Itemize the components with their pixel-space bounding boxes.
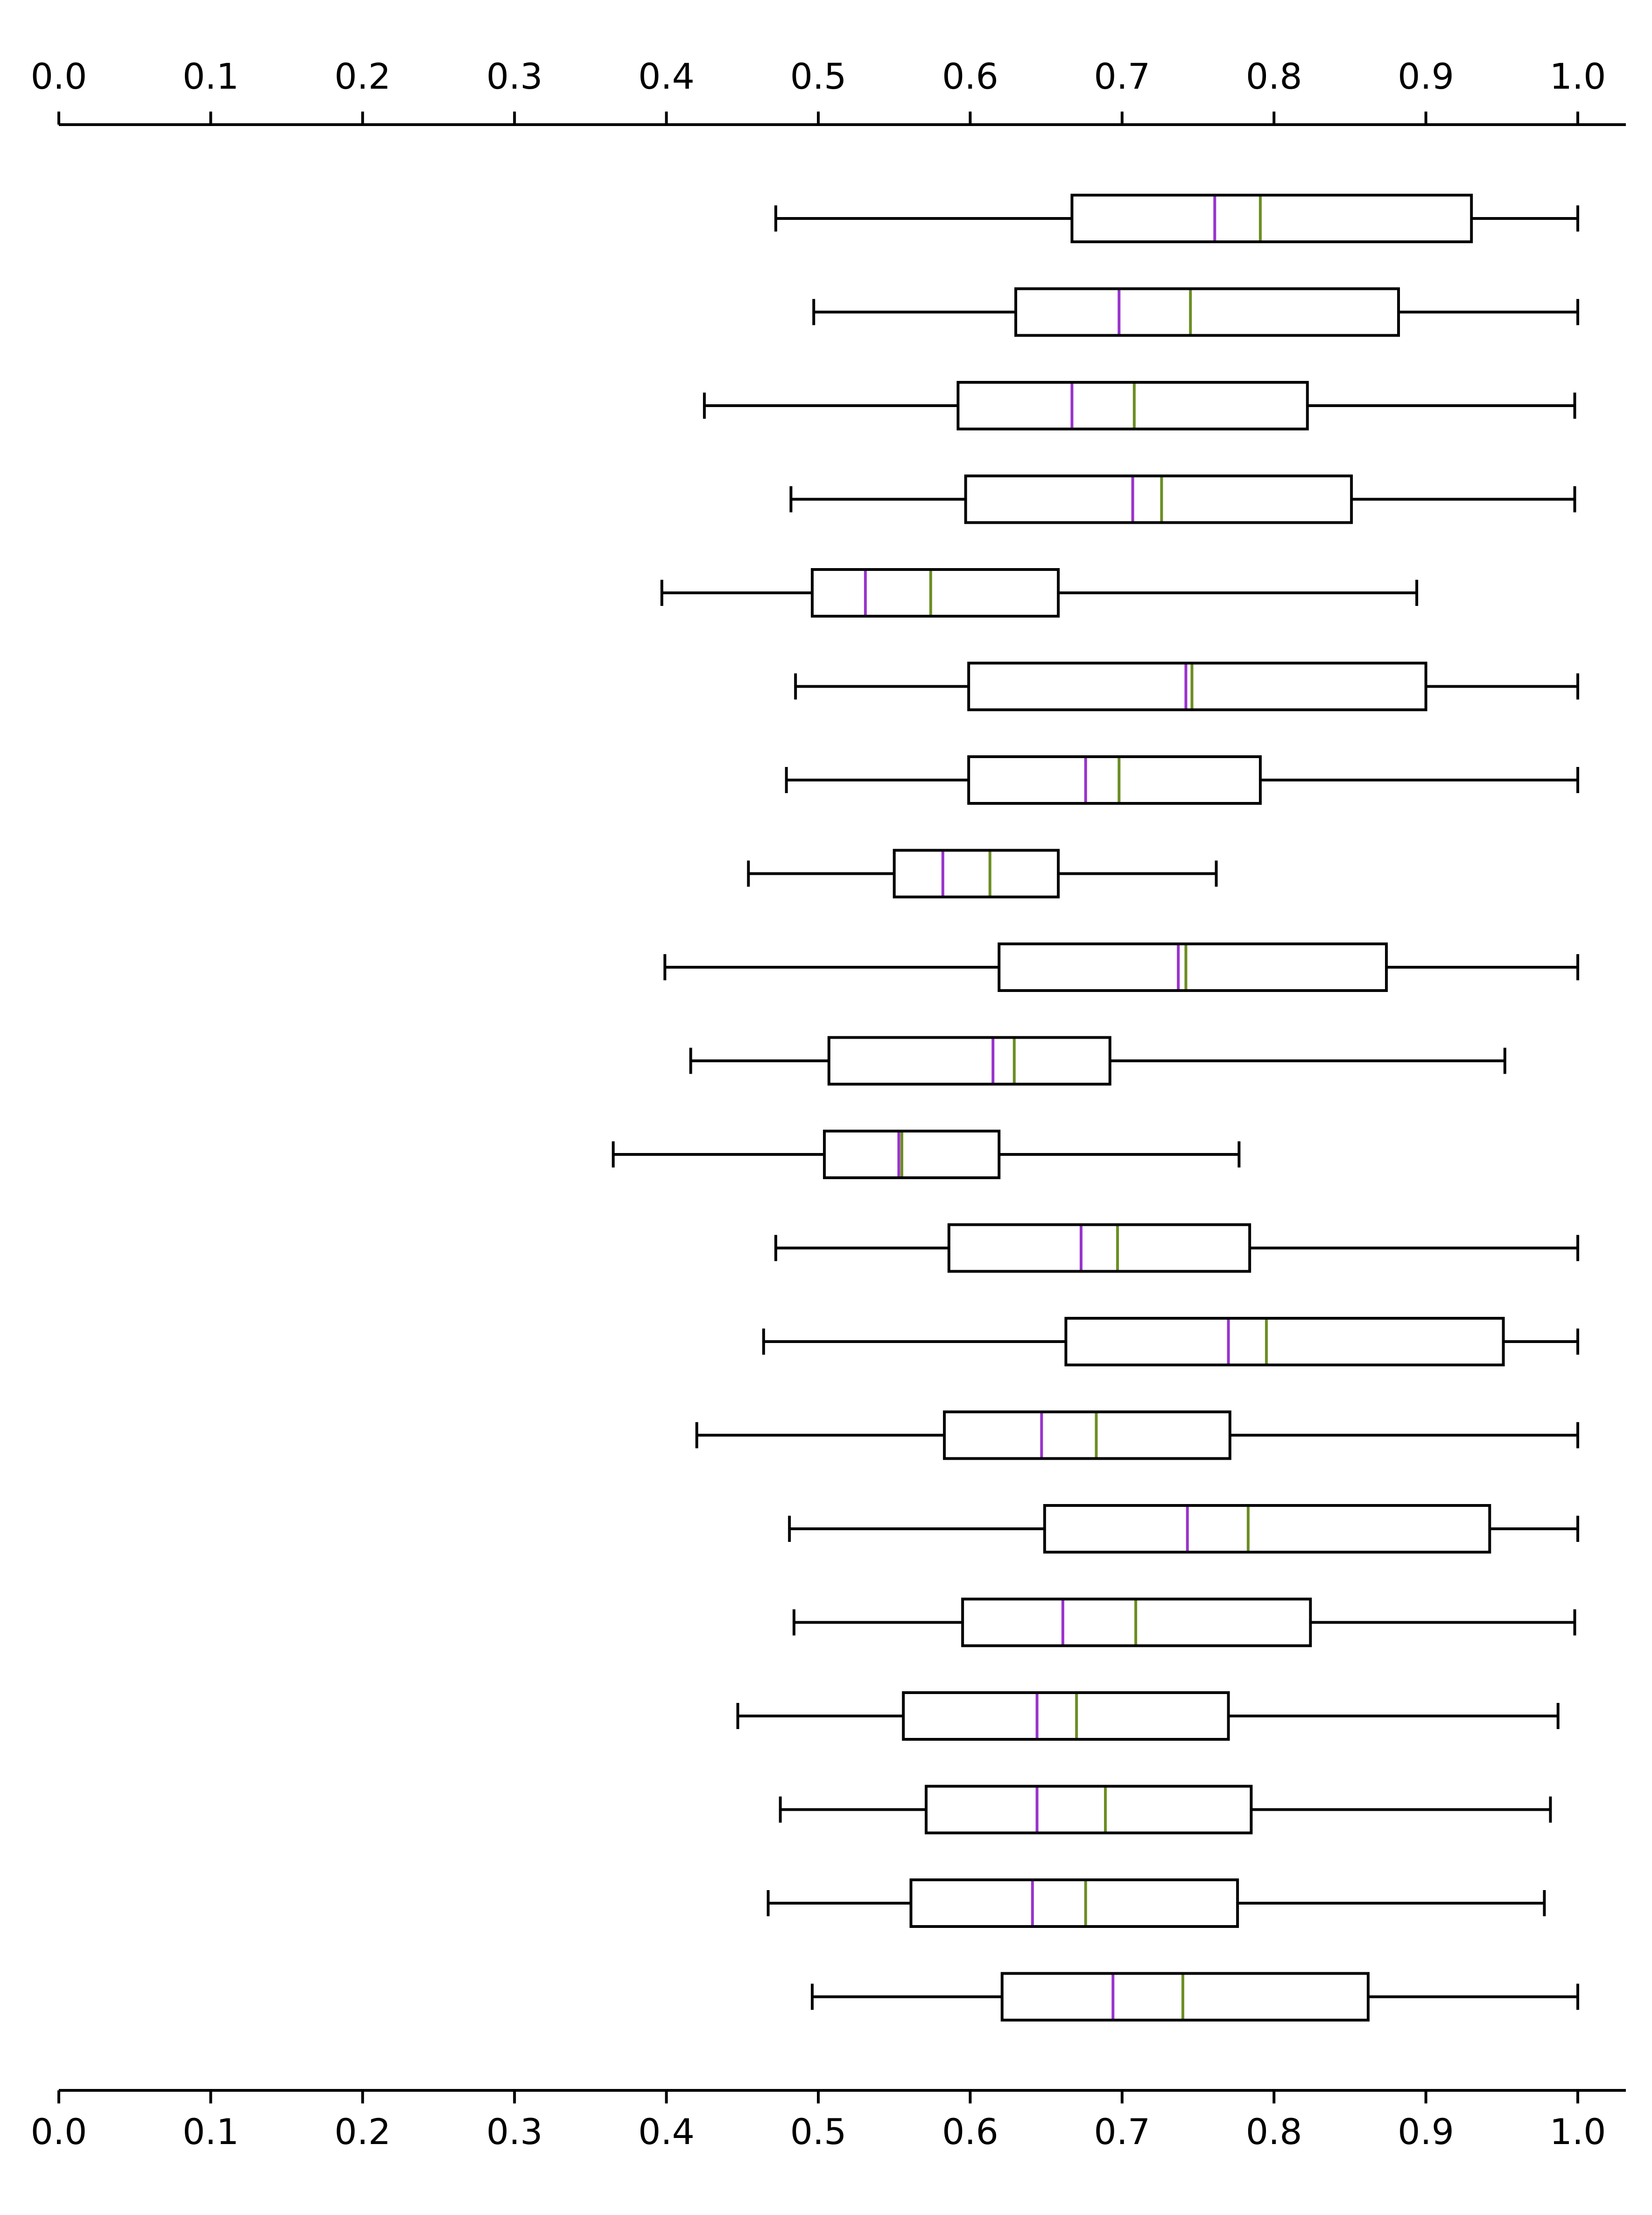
- bottom-tick-label: 0.4: [638, 2111, 695, 2152]
- top-tick-label: 0.7: [1094, 56, 1150, 97]
- iqr-box: [943, 1410, 1231, 1460]
- top-tick-label: 0.0: [31, 56, 87, 97]
- iqr-box: [1043, 1504, 1491, 1554]
- iqr-box: [893, 849, 1060, 899]
- bottom-tick-label: 1.0: [1550, 2111, 1606, 2152]
- box-row: [788, 1504, 1579, 1554]
- box-row: [747, 849, 1218, 899]
- bottom-tick-label: 0.5: [790, 2111, 847, 2152]
- box-row: [766, 1878, 1546, 1928]
- box-row: [703, 381, 1576, 430]
- top-tick-label: 0.8: [1246, 56, 1302, 97]
- top-tick-label: 0.4: [638, 56, 695, 97]
- top-tick-label: 1.0: [1550, 56, 1606, 97]
- box-row: [762, 1317, 1579, 1366]
- box-row: [779, 1785, 1552, 1835]
- iqr-box: [964, 474, 1353, 524]
- box-row: [736, 1691, 1560, 1741]
- iqr-box: [1014, 287, 1400, 337]
- box-row: [612, 1130, 1241, 1179]
- iqr-box: [1070, 194, 1473, 243]
- iqr-box: [1000, 1972, 1370, 2022]
- iqr-box: [947, 1223, 1251, 1273]
- top-tick-label: 0.2: [334, 56, 391, 97]
- top-tick-label: 0.9: [1398, 56, 1454, 97]
- box-row: [794, 661, 1579, 711]
- top-x-axis: 0.0 0.1 0.2 0.3 0.4 0.5 0.6 0.7 0.8 0.9 1.0: [31, 56, 1626, 126]
- box-row: [812, 287, 1579, 337]
- bottom-tick-label: 0.7: [1094, 2111, 1150, 2152]
- bottom-tick-label: 0.9: [1398, 2111, 1454, 2152]
- box-row: [789, 474, 1576, 524]
- top-tick-label: 0.5: [790, 56, 847, 97]
- box-row: [663, 942, 1579, 992]
- bottom-tick-label: 0.2: [334, 2111, 391, 2152]
- bottom-tick-label: 0.6: [942, 2111, 998, 2152]
- top-tick-label: 0.1: [183, 56, 239, 97]
- boxes-layer: [612, 194, 1579, 2022]
- iqr-box: [909, 1878, 1239, 1928]
- box-row: [660, 568, 1419, 618]
- box-row: [792, 1597, 1576, 1647]
- iqr-box: [1064, 1317, 1505, 1366]
- bottom-tick-label: 0.3: [486, 2111, 543, 2152]
- iqr-box: [998, 942, 1388, 992]
- top-tick-label: 0.3: [486, 56, 543, 97]
- iqr-box: [810, 568, 1060, 618]
- box-row: [810, 1972, 1579, 2022]
- box-row: [785, 755, 1579, 805]
- iqr-box: [967, 661, 1427, 711]
- iqr-box: [823, 1130, 1001, 1179]
- box-row: [695, 1410, 1579, 1460]
- iqr-box: [827, 1036, 1111, 1086]
- box-row: [774, 194, 1579, 243]
- bottom-x-axis: 0.0 0.1 0.2 0.3 0.4 0.5 0.6 0.7 0.8 0.9 1.0: [31, 2089, 1626, 2152]
- bottom-tick-label: 0.8: [1246, 2111, 1302, 2152]
- bottom-tick-label: 0.0: [31, 2111, 87, 2152]
- bottom-tick-label: 0.1: [183, 2111, 239, 2152]
- top-tick-label: 0.6: [942, 56, 998, 97]
- iqr-box: [925, 1785, 1253, 1835]
- iqr-box: [902, 1691, 1230, 1741]
- box-row: [689, 1036, 1506, 1086]
- box-row: [774, 1223, 1579, 1273]
- iqr-box: [956, 381, 1309, 430]
- iqr-box: [961, 1597, 1312, 1647]
- iqr-box: [967, 755, 1262, 805]
